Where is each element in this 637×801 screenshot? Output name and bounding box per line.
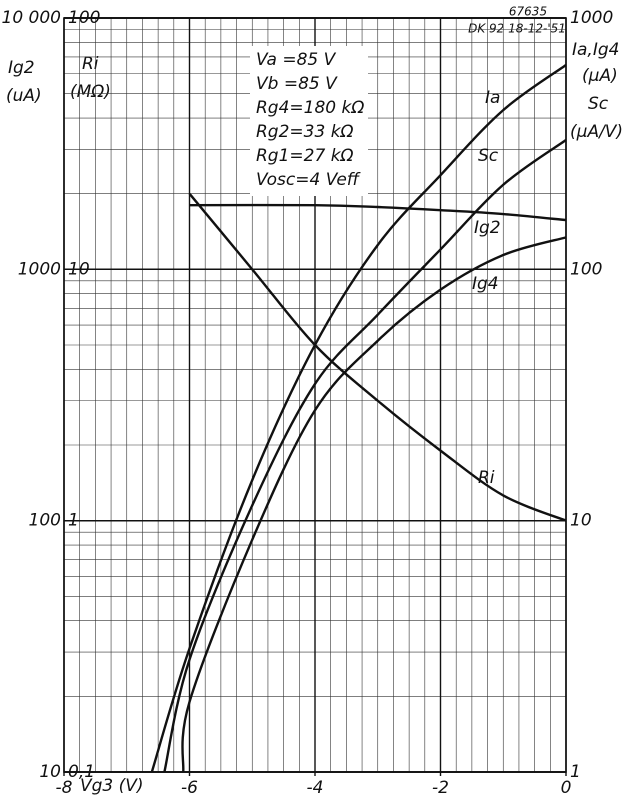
y-tick-label: 100 [29,511,61,531]
y2-axis-label: Ia,Ig4 [572,40,619,60]
y-axis-label: Ig2 [8,58,35,78]
y2-axis-unit: (µA) [582,66,618,86]
condition: Rg4=180 kΩ [256,98,364,118]
y2-tick-label: 100 [570,259,602,279]
curve [181,236,567,773]
x-tick-label: -8 [56,778,73,798]
condition: Rg2=33 kΩ [256,122,354,142]
x-tick-label: -6 [181,778,198,798]
conditions-box [250,46,368,196]
y2-axis-label: Sc [588,94,609,114]
y2-tick-label: 1 [570,762,581,782]
curve [188,192,567,522]
curve-label: Ri [478,468,495,488]
curve [189,203,567,222]
x-tick-label: -4 [307,778,324,798]
curve-label: Ig2 [474,218,501,238]
condition: Vosc=4 Veff [256,170,361,190]
condition: Vb =85 V [256,74,338,94]
y-tick-label: 10 000 [2,8,61,28]
curve [163,139,567,773]
x-axis-label: Vg3 (V) [80,776,144,796]
curve-label: Sc [478,146,499,166]
x-tick-label: 0 [561,778,572,798]
curve-label: Ig4 [472,274,499,294]
subtitle: DK 92 18-12-'51 [468,22,566,36]
curve [150,64,567,773]
y-tick-label: 10 [39,762,61,782]
y2-tick-label: 10 [570,511,592,531]
y3-axis-unit: (MΩ) [70,82,111,102]
y-axis-unit: (uA) [6,86,42,106]
code: 67635 [509,5,547,19]
y2-tick-label: 1000 [570,8,613,28]
plot-frame [63,17,567,773]
x-tick-label: -2 [432,778,449,798]
condition: Va =85 V [256,50,337,70]
condition: Rg1=27 kΩ [256,146,354,166]
curve-label: Ia [485,88,500,108]
y-tick-label: 1000 [18,259,61,279]
y3-axis-label: Ri [82,54,99,74]
y2-axis-unit: (µA/V) [570,122,623,142]
